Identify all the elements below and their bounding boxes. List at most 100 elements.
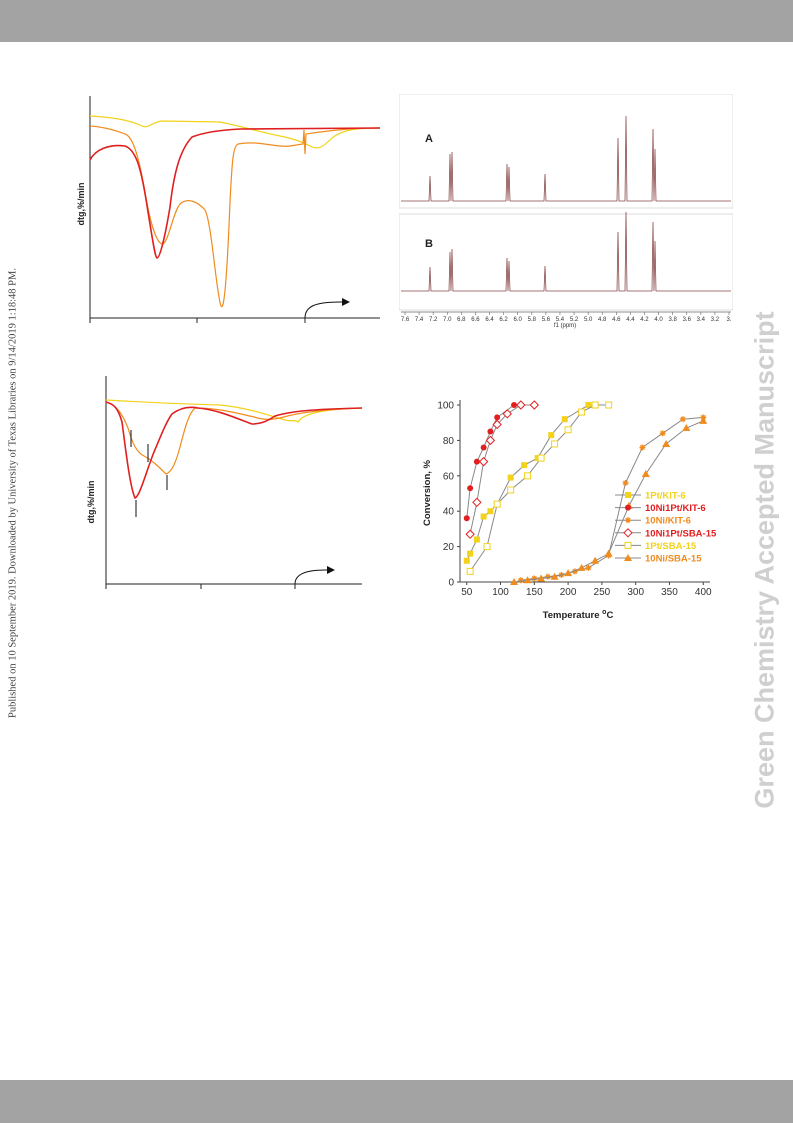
legend-item: 10Ni1Pt/KIT-6 (615, 503, 706, 514)
legend-item: 10Ni/SBA-15 (615, 554, 702, 565)
conversion-x-tick-label: 200 (560, 587, 577, 598)
nmr-tick-label: 6.2 (499, 317, 508, 323)
data-point (467, 485, 474, 492)
legend-label: 1Pt/SBA-15 (645, 541, 697, 552)
nmr-tick-label: 5.8 (528, 317, 537, 323)
nmr-tick-label: 4.0 (654, 317, 663, 323)
data-point (463, 557, 470, 564)
data-point (682, 424, 691, 432)
series-4 (466, 401, 613, 575)
dtg-top-yellow-curve (89, 115, 381, 149)
data-point (478, 456, 489, 467)
data-point (625, 492, 631, 498)
conversion-chart: Conversion, % Temperature oC 50 100 150 200… (422, 400, 717, 621)
nmr-spectrum-b-box (399, 213, 733, 311)
dtg-bottom-red-curve (105, 401, 363, 500)
nmr-spectrum-b-label: B (425, 238, 433, 250)
data-point (516, 400, 526, 410)
conversion-series (463, 400, 708, 585)
data-point (480, 513, 487, 520)
data-point (466, 567, 474, 575)
conversion-y-tick-label: 80 (443, 436, 455, 447)
data-point (662, 439, 671, 447)
bottom-bar (0, 1080, 793, 1123)
data-point (551, 440, 559, 448)
top-bar (0, 0, 793, 42)
conversion-x-tick-label: 300 (627, 587, 644, 598)
nmr-tick-label: 3.8 (668, 317, 677, 323)
conversion-y-tick-label: 20 (443, 542, 455, 553)
nmr-tick-label: 7.0 (443, 317, 452, 323)
publication-note-text: Published on 10 September 2019. Download… (7, 268, 19, 718)
nmr-tick-label: 7.2 (429, 317, 438, 323)
nmr-tick-label: 6.0 (514, 317, 523, 323)
data-point (578, 408, 586, 416)
data-point (485, 435, 496, 446)
dtg-bottom-arrow-head (327, 566, 335, 574)
data-point (473, 458, 480, 465)
legend-label: 10Ni1Pt/KIT-6 (645, 503, 706, 514)
series-line (469, 404, 535, 535)
conversion-y-tick-label: 0 (448, 578, 454, 589)
nmr-tick-labels: 7.6 7.4 7.2 7.0 6.8 6.6 6.4 6.2 6.0 5.8 5.6 5.4 5.2 5… (401, 312, 732, 323)
dtg-top-arrow-path (304, 301, 345, 319)
legend-item: 1Pt/KIT-6 (615, 491, 686, 502)
data-point (544, 573, 551, 580)
legend-item: 10Ni/KIT-6 (615, 516, 691, 527)
data-point (521, 462, 528, 469)
data-point (511, 402, 518, 408)
nmr-tick-label: 6.4 (485, 317, 494, 323)
data-point (537, 454, 545, 462)
data-point (625, 504, 631, 511)
data-point (507, 474, 514, 481)
data-point (523, 576, 532, 584)
data-point (623, 528, 633, 538)
conversion-x-tick-label: 400 (695, 587, 712, 598)
series-line (466, 404, 609, 562)
nmr-tick-label: 5.2 (570, 317, 579, 323)
nmr-spectrum-b-trace (401, 211, 731, 292)
series-3 (465, 400, 540, 539)
legend-item: 10Ni1Pt/SBA-15 (615, 528, 717, 539)
data-point (699, 416, 708, 424)
data-point (463, 515, 470, 522)
nmr-tick-label: 7.4 (415, 317, 424, 323)
data-point (591, 401, 599, 409)
dtg-top-red-curve (89, 127, 381, 259)
data-point (472, 497, 482, 508)
conversion-xlabel-unit: C (606, 610, 613, 621)
data-point (679, 416, 686, 423)
data-point (585, 564, 592, 571)
dtg-top-ylabel: dtg,%/min (76, 183, 86, 226)
data-point (639, 444, 646, 451)
data-point (531, 575, 538, 582)
dtg-top-panel: dtg,%/min (76, 96, 381, 323)
data-point (537, 574, 546, 582)
data-point (624, 554, 632, 561)
dtg-bottom-arrow-path (294, 569, 330, 585)
data-point (591, 556, 600, 564)
series-5 (510, 416, 708, 585)
data-point (659, 430, 666, 437)
nmr-tick-label: 3.6 (683, 317, 692, 323)
nmr-spectrum-a-label: A (425, 133, 433, 145)
conversion-ylabel: Conversion, % (422, 459, 433, 526)
data-point (624, 541, 632, 549)
conversion-y-tick-label: 60 (443, 471, 455, 482)
data-point (585, 402, 592, 408)
data-point (465, 529, 475, 539)
data-point (517, 577, 524, 584)
nmr-tick-label: 5.6 (542, 317, 551, 323)
conversion-x-tick-label: 150 (526, 587, 543, 598)
nmr-tick-label: 4.2 (640, 317, 649, 323)
data-point (604, 549, 613, 557)
dtg-bottom-yellow-curve (105, 399, 363, 423)
conversion-axes: 50 100 150 200 250 300 350 400 0 20 40 60 80 100 (437, 400, 712, 598)
data-point (487, 428, 494, 435)
data-point (473, 536, 480, 543)
data-point (564, 569, 573, 577)
nmr-tick-label: 7.6 (401, 317, 410, 323)
data-point (483, 543, 491, 551)
data-point (625, 517, 631, 524)
